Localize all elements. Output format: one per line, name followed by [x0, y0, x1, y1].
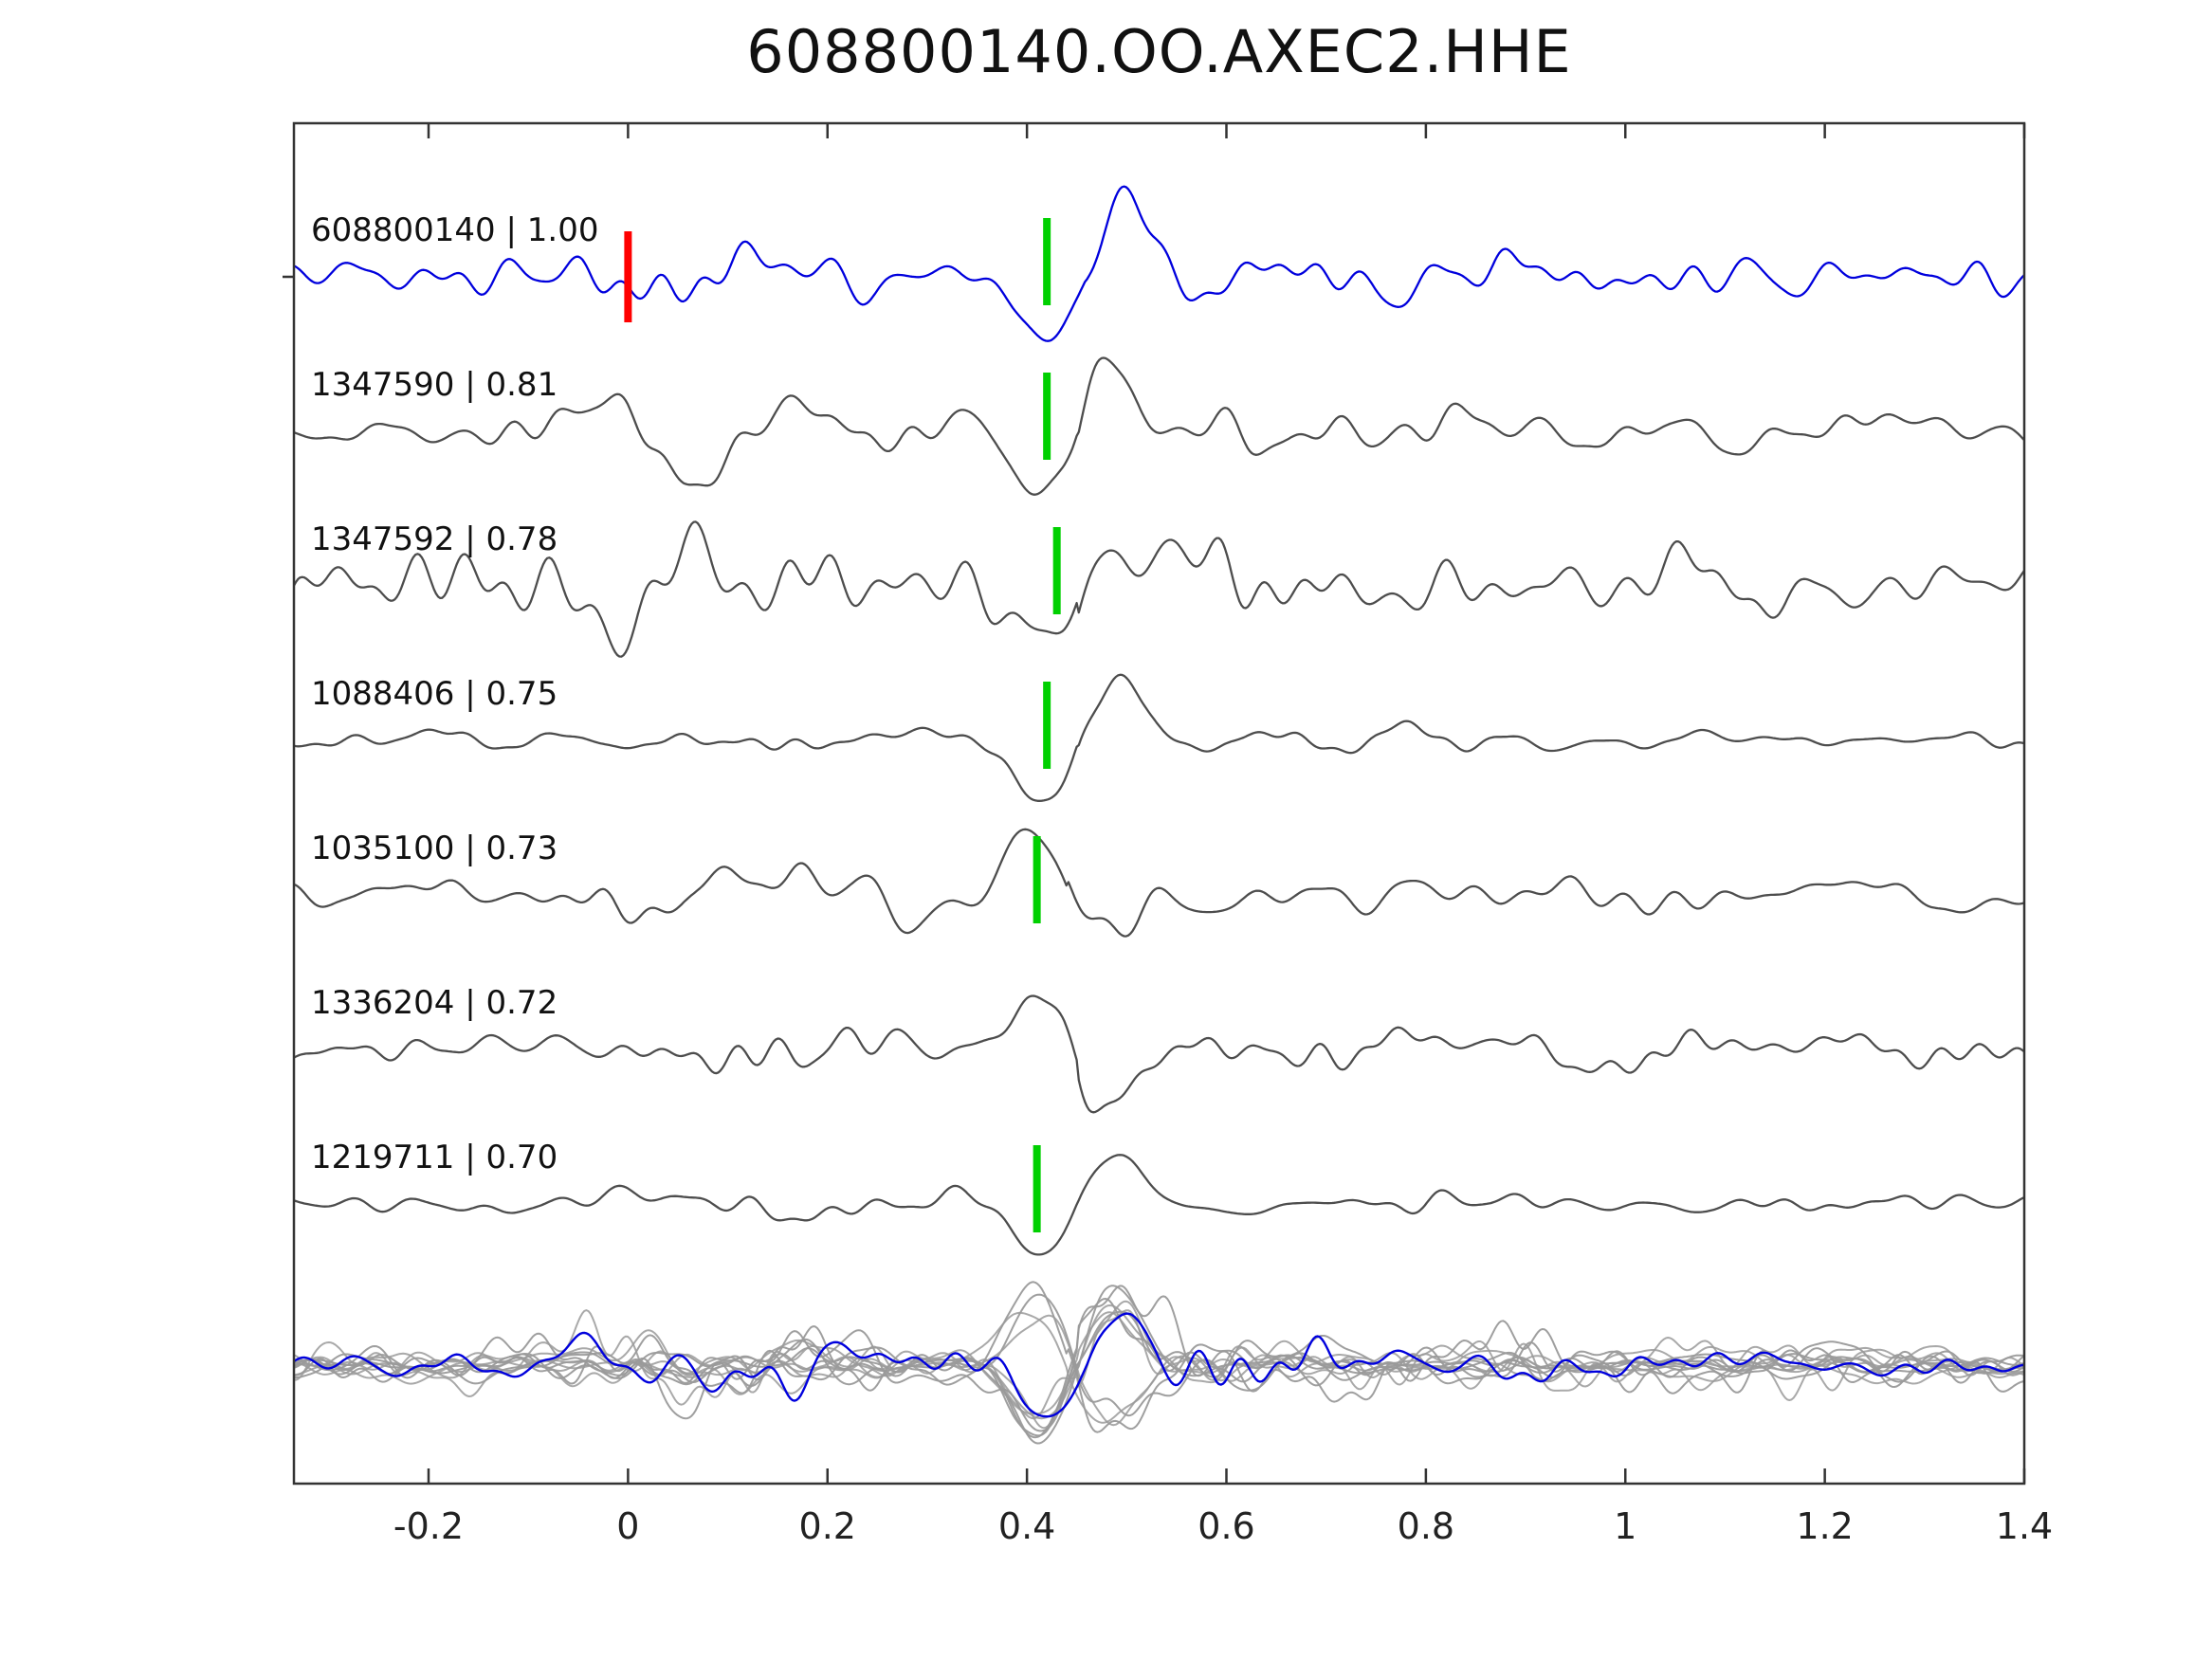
overlay-waveform-1035100: [294, 1281, 2024, 1417]
trace-waveform-1347592: [294, 520, 2024, 658]
trace-label-1035100: 1035100 | 0.73: [311, 830, 558, 867]
overlay-waveform-1336204: [294, 1293, 2024, 1433]
trace-waveform-1088406: [294, 673, 2024, 802]
green-pick-marker: [1043, 373, 1051, 460]
green-pick-marker: [1043, 218, 1051, 305]
trace-waveform-1219711: [294, 1154, 2024, 1256]
trace-label-1336204: 1336204 | 0.72: [311, 984, 558, 1022]
trace-label-608800140: 608800140 | 1.00: [311, 211, 598, 249]
trace-waveform-1336204: [294, 994, 2024, 1114]
x-tick-label: 0.8: [1398, 1505, 1454, 1547]
green-pick-marker: [1033, 1145, 1041, 1232]
x-tick-label: 1: [1614, 1505, 1636, 1547]
trace-waveform-1035100: [294, 828, 2024, 938]
figure-title: 608800140.OO.AXEC2.HHE: [746, 17, 1572, 86]
x-tick-label: 0.4: [998, 1505, 1055, 1547]
overlay-waveform-1219711-b: [294, 1311, 2024, 1415]
x-tick-label: 0: [616, 1505, 639, 1547]
trace-waveform-1347590: [294, 356, 2024, 496]
x-tick-label: 1.2: [1796, 1505, 1853, 1547]
red-pick-marker: [624, 231, 632, 322]
green-pick-marker: [1052, 527, 1061, 614]
overlay-waveform-reference: [294, 1312, 2024, 1418]
x-tick-label: 0.2: [799, 1505, 856, 1547]
trace-label-1219711: 1219711 | 0.70: [311, 1139, 558, 1176]
trace-waveform-608800140: [294, 185, 2024, 342]
trace-label-1347590: 1347590 | 0.81: [311, 366, 558, 404]
trace-label-1088406: 1088406 | 0.75: [311, 675, 558, 713]
green-pick-marker: [1033, 836, 1041, 923]
plot-border: [292, 121, 2026, 1486]
overlay-waveform-1347590-b: [294, 1300, 2024, 1430]
x-tick-label: 1.4: [1996, 1505, 2053, 1547]
x-tick-label: 0.6: [1197, 1505, 1254, 1547]
trace-label-1347592: 1347592 | 0.78: [311, 520, 558, 558]
green-pick-marker: [1043, 682, 1051, 769]
x-tick-label: -0.2: [393, 1505, 464, 1547]
